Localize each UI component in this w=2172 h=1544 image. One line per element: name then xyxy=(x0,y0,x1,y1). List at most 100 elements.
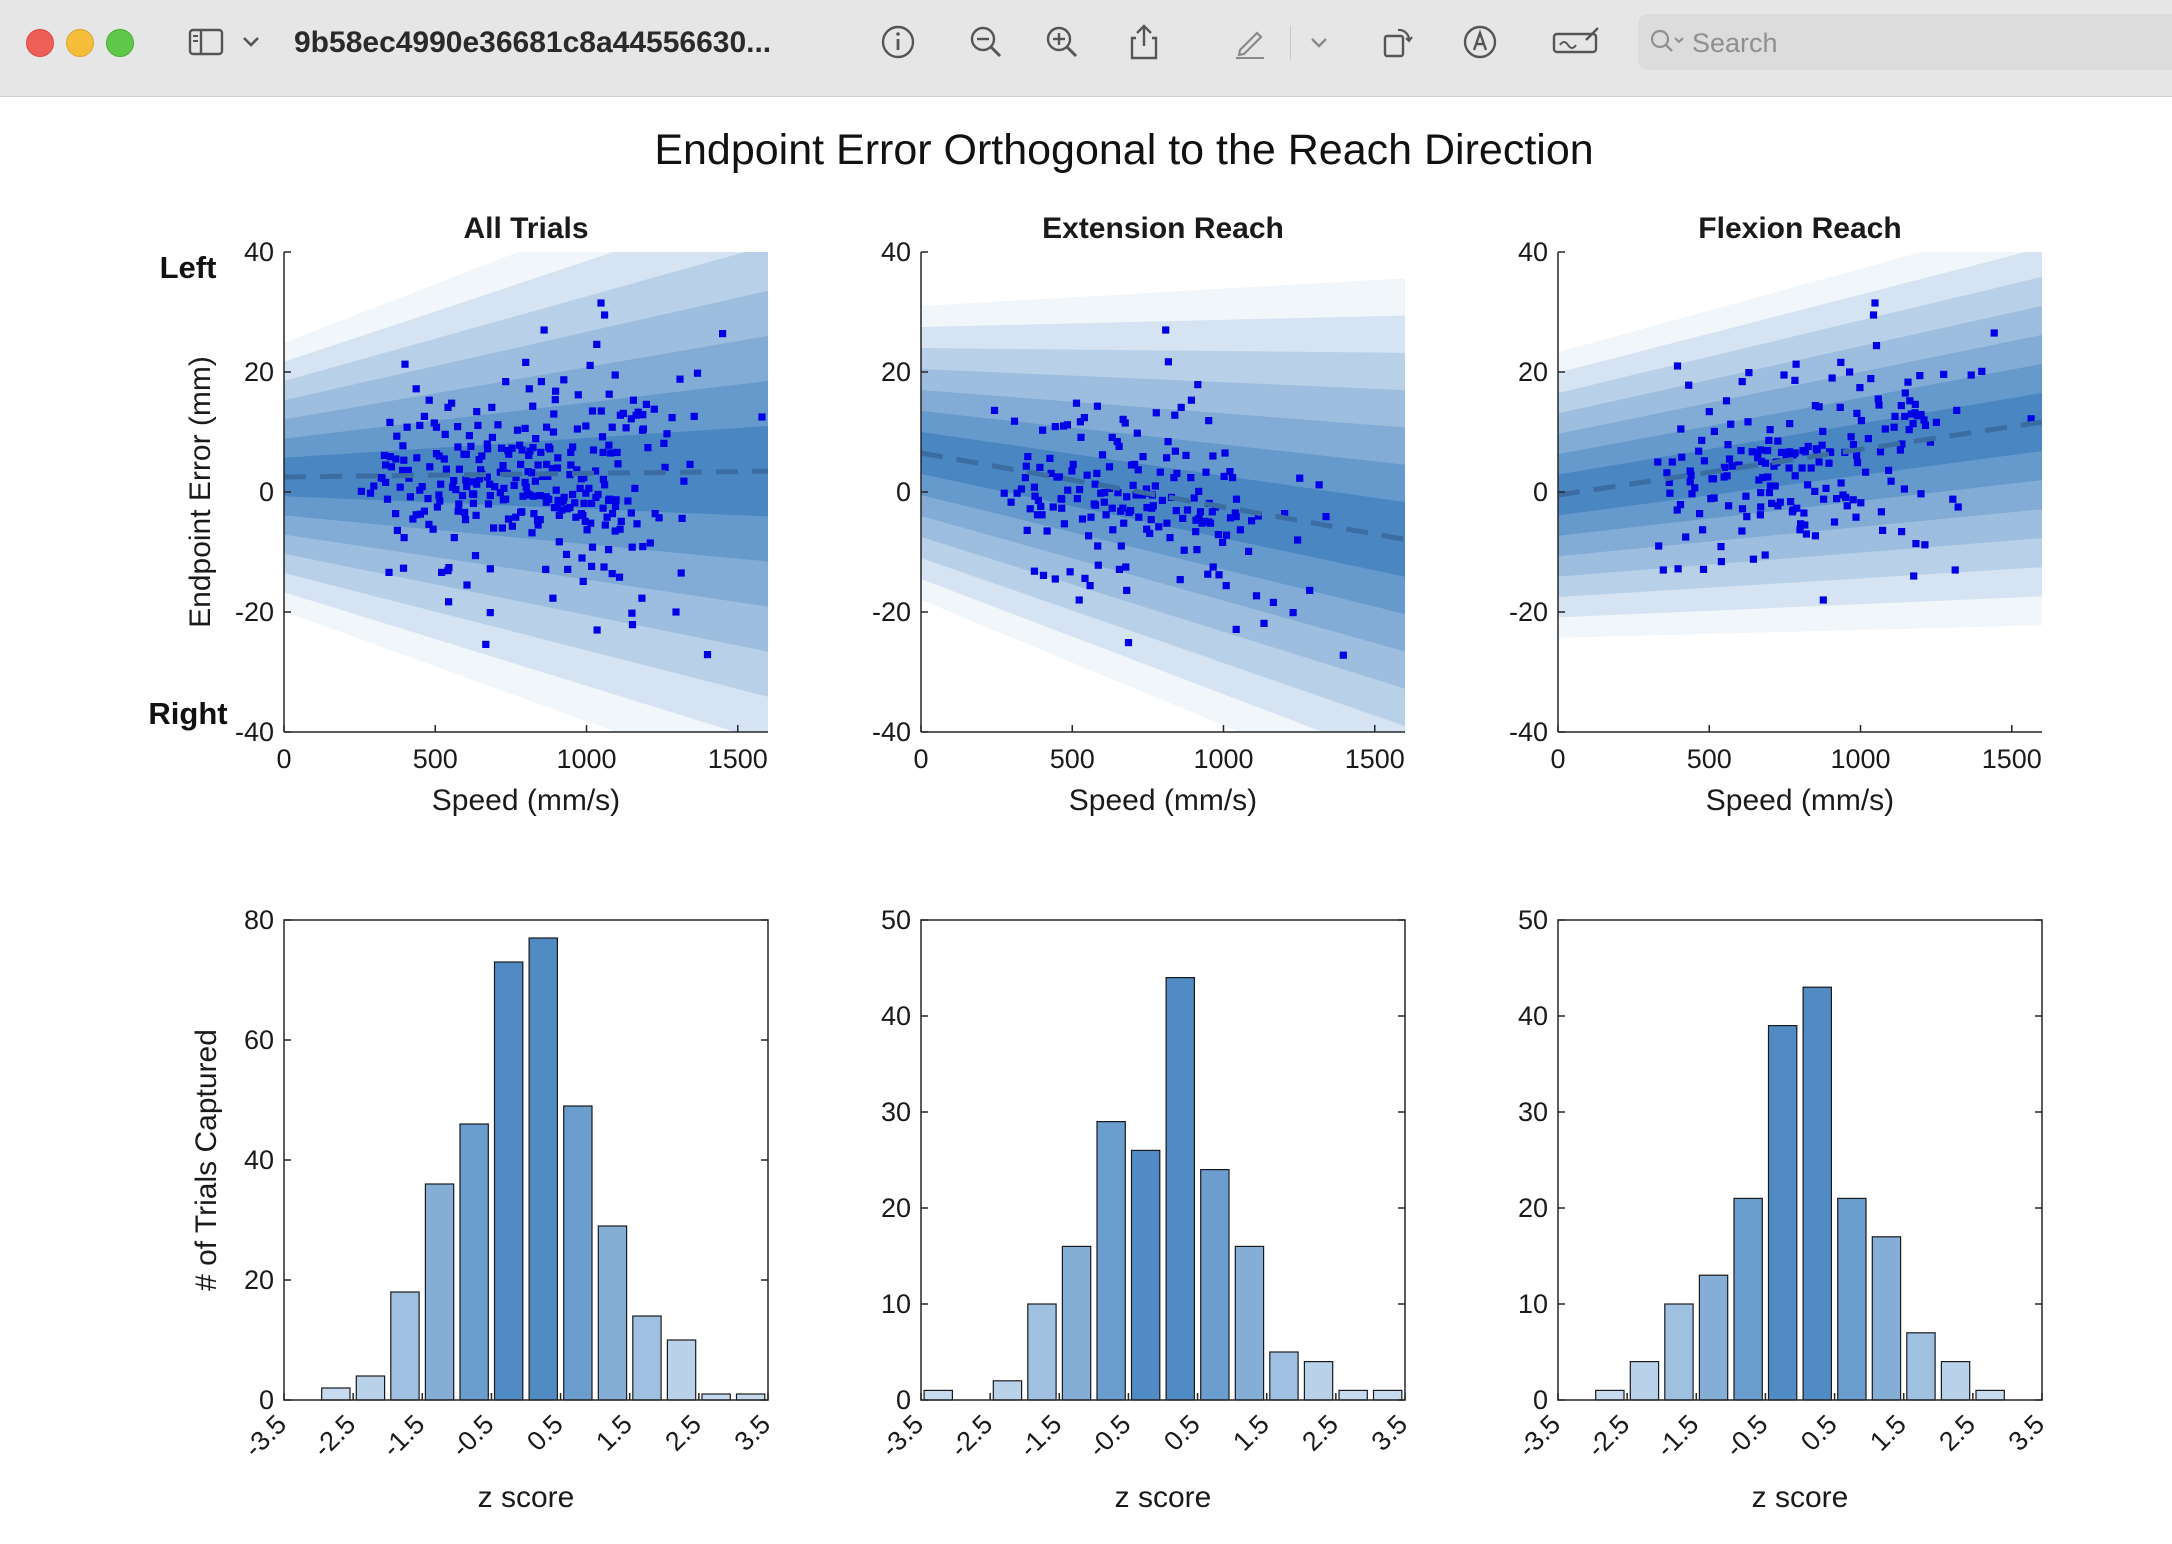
search-field[interactable] xyxy=(1638,14,2172,70)
data-point xyxy=(465,432,473,440)
y-tick-label: 40 xyxy=(1518,1001,1548,1031)
markup-pen-icon[interactable] xyxy=(1230,22,1270,62)
data-point xyxy=(435,491,443,499)
data-point xyxy=(2027,415,2035,423)
data-point xyxy=(677,569,685,577)
zoom-window-button[interactable] xyxy=(106,29,134,57)
data-point xyxy=(513,426,522,434)
data-point xyxy=(472,511,480,519)
data-point xyxy=(1654,458,1662,466)
data-point xyxy=(1917,411,1925,419)
data-point xyxy=(529,492,537,500)
data-point xyxy=(1183,506,1192,514)
data-point xyxy=(482,640,490,648)
data-point xyxy=(1722,397,1731,405)
data-point xyxy=(1158,496,1166,504)
data-point xyxy=(430,419,438,427)
y-tick-label: 80 xyxy=(244,905,274,935)
data-point xyxy=(1176,576,1184,584)
data-point xyxy=(1017,485,1025,493)
data-point xyxy=(1800,509,1808,517)
histogram-bar xyxy=(1303,1360,1334,1401)
data-point xyxy=(1049,503,1057,511)
data-point xyxy=(1910,572,1918,580)
data-point xyxy=(1094,561,1102,569)
data-point xyxy=(1171,411,1179,419)
data-point xyxy=(1033,511,1042,519)
data-point xyxy=(622,424,630,432)
x-tick-label: 1000 xyxy=(1193,744,1253,774)
axes-box xyxy=(283,919,769,1401)
chevron-down-icon[interactable] xyxy=(236,22,266,62)
data-point xyxy=(1077,433,1085,441)
histogram-bar xyxy=(424,1183,455,1401)
close-window-button[interactable] xyxy=(26,29,54,57)
histogram-bar xyxy=(1269,1351,1299,1401)
data-point xyxy=(1209,452,1217,460)
data-point xyxy=(512,513,520,521)
y-tick-label: -40 xyxy=(872,717,911,747)
annotate-icon[interactable] xyxy=(1460,22,1500,62)
data-point xyxy=(588,499,596,507)
y-tick-label: 0 xyxy=(1533,1385,1548,1415)
data-point xyxy=(1849,441,1858,449)
data-point xyxy=(450,477,458,485)
data-point xyxy=(1811,487,1819,495)
signature-icon[interactable] xyxy=(1550,22,1602,62)
data-point xyxy=(393,432,401,440)
y-tick-label: 20 xyxy=(1518,1193,1548,1223)
data-point xyxy=(613,448,621,456)
data-point xyxy=(562,550,571,558)
data-point xyxy=(530,510,538,518)
share-icon[interactable] xyxy=(1124,22,1164,62)
chevron-down-icon[interactable] xyxy=(1304,22,1334,62)
data-point xyxy=(498,524,506,532)
rotate-icon[interactable] xyxy=(1378,22,1418,62)
x-axis-label: Speed (mm/s) xyxy=(1069,784,1257,817)
zoom-out-icon[interactable] xyxy=(966,22,1006,62)
data-point xyxy=(437,480,445,488)
data-point xyxy=(1842,493,1850,501)
data-point xyxy=(583,526,591,534)
y-tick-label: 10 xyxy=(1518,1289,1548,1319)
search-icon xyxy=(1650,29,1684,52)
x-tick-label: 500 xyxy=(1050,744,1095,774)
data-point xyxy=(678,514,686,522)
data-point xyxy=(433,503,441,511)
histogram-bar xyxy=(1837,1197,1867,1401)
data-point xyxy=(400,534,408,542)
data-point xyxy=(1063,421,1071,429)
y-tick-label: -40 xyxy=(1509,717,1548,747)
data-point xyxy=(380,451,388,459)
data-point xyxy=(1815,458,1823,466)
sidebar-icon[interactable] xyxy=(186,22,226,62)
data-point xyxy=(1768,499,1776,507)
data-point xyxy=(406,493,414,501)
data-point xyxy=(1678,453,1686,461)
data-point xyxy=(536,516,544,524)
data-point xyxy=(528,469,536,477)
histogram-bar xyxy=(1767,1024,1798,1401)
minimize-window-button[interactable] xyxy=(66,29,94,57)
x-tick-label: 1500 xyxy=(708,744,768,774)
data-point xyxy=(551,396,559,404)
data-point xyxy=(1811,402,1819,410)
x-tick-label: -0.5 xyxy=(1720,1409,1774,1463)
info-icon[interactable] xyxy=(878,22,918,62)
data-point xyxy=(1785,464,1793,472)
data-point xyxy=(1735,461,1743,469)
data-point xyxy=(385,568,393,576)
y-tick-label: -20 xyxy=(872,597,911,627)
data-point xyxy=(1078,515,1087,523)
data-point xyxy=(1666,489,1674,497)
data-point xyxy=(504,515,513,523)
data-point xyxy=(412,511,420,519)
data-point xyxy=(1172,507,1180,515)
data-point xyxy=(1857,417,1865,425)
x-tick-label: 0.5 xyxy=(1795,1409,1843,1457)
zoom-in-icon[interactable] xyxy=(1042,22,1082,62)
data-point xyxy=(420,507,428,515)
data-point xyxy=(534,521,542,529)
search-input[interactable] xyxy=(1690,24,2154,62)
data-point xyxy=(1163,519,1171,527)
